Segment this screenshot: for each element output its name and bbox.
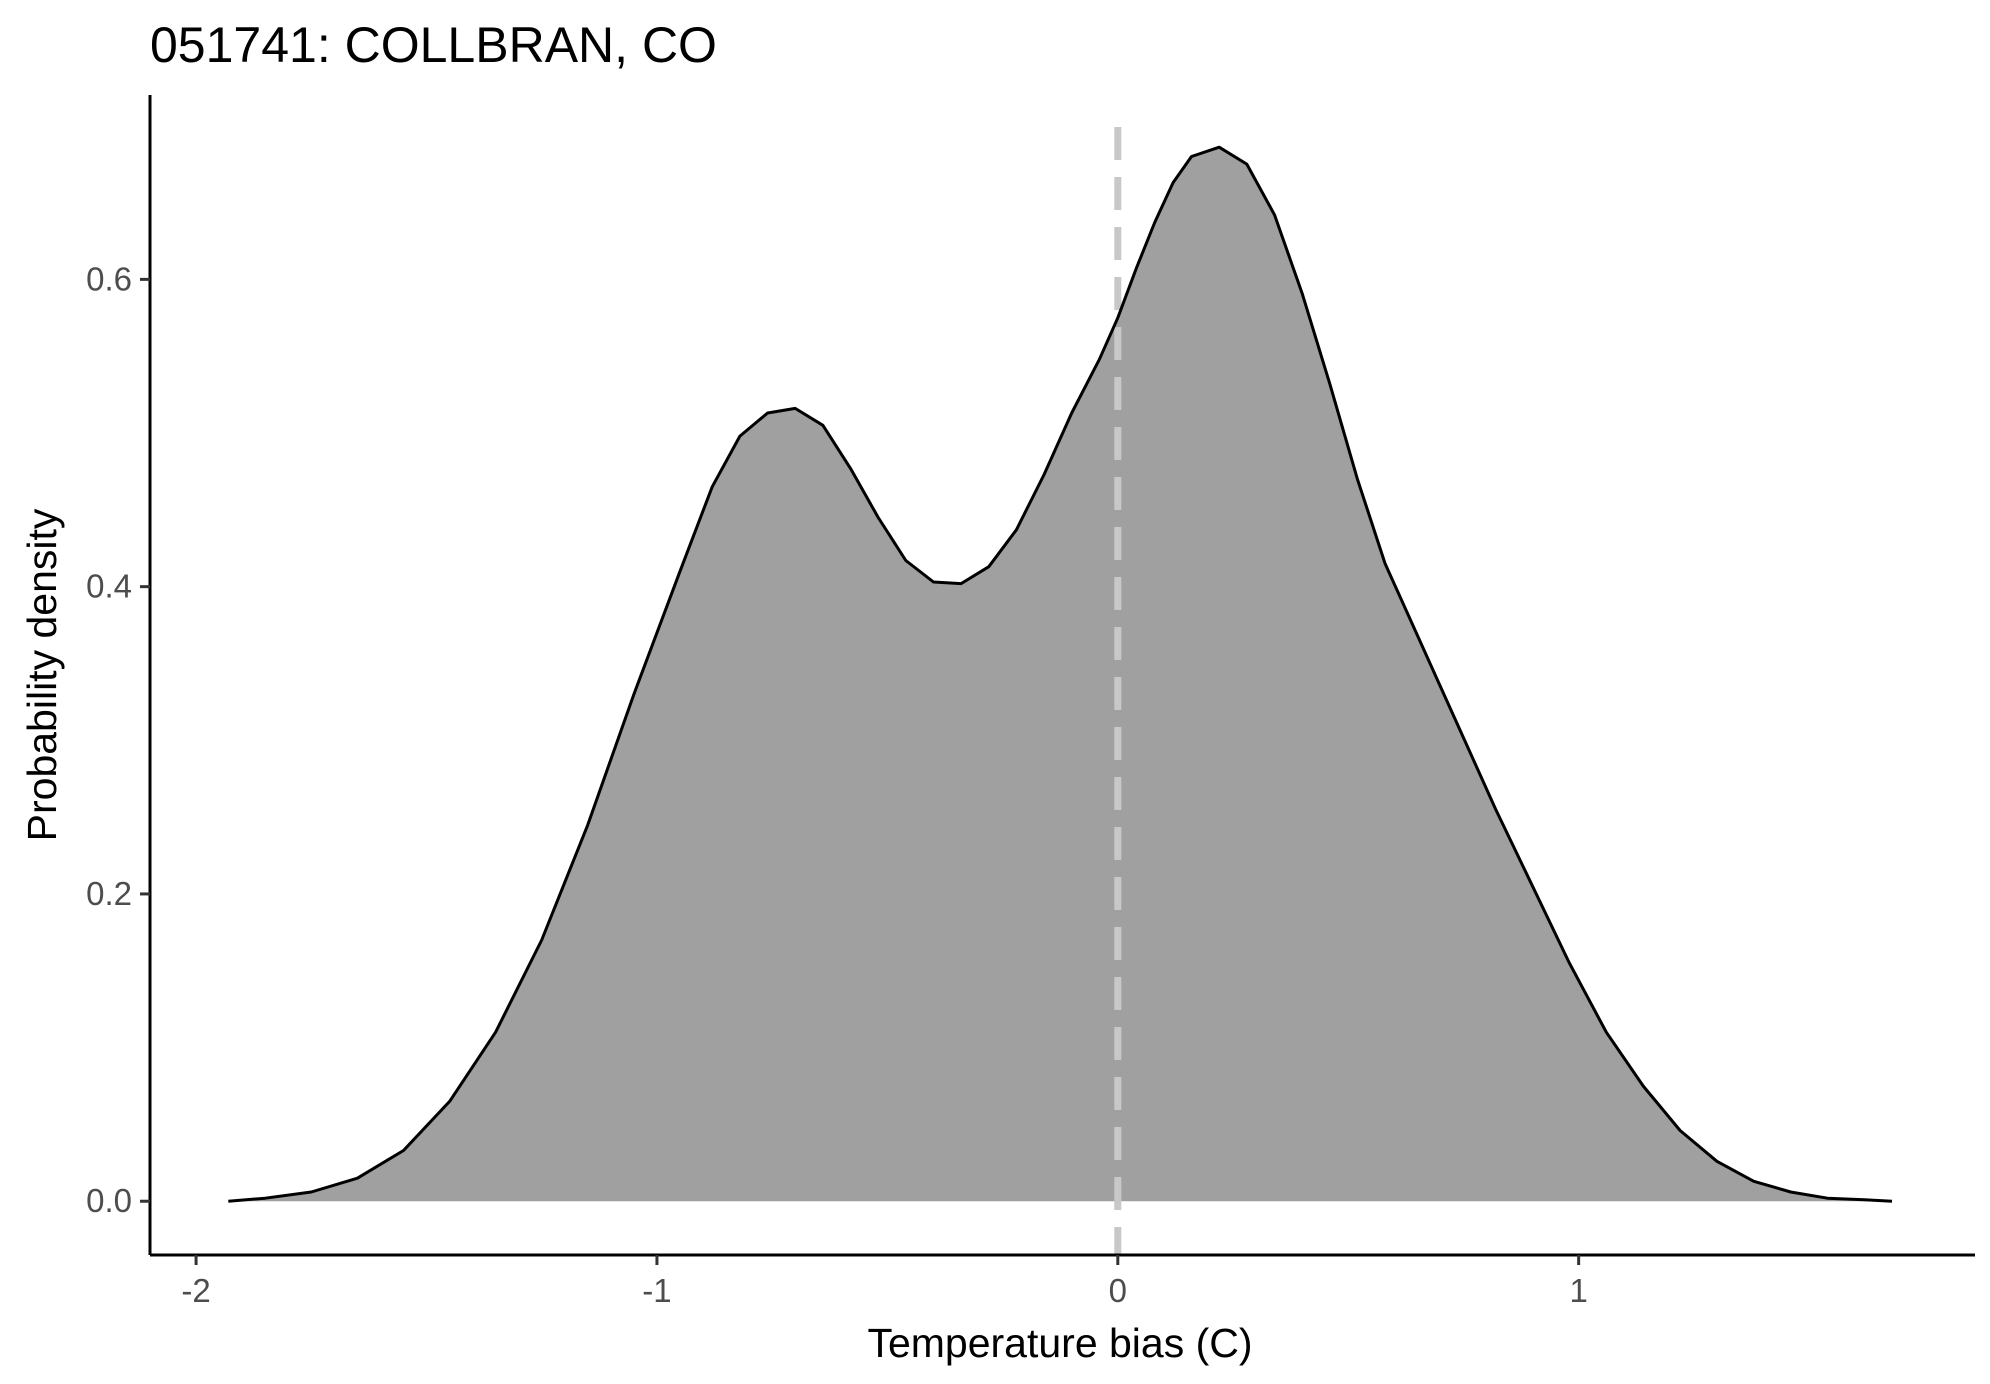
x-tick-label: 1 — [1569, 1272, 1587, 1309]
y-tick-label: 0.6 — [86, 260, 132, 297]
x-tick-label: 0 — [1109, 1272, 1127, 1309]
y-axis-title: Probability density — [19, 508, 65, 841]
y-tick-label: 0.0 — [86, 1182, 132, 1219]
density-line — [228, 145, 1893, 1203]
chart-title: 051741: COLLBRAN, CO — [150, 17, 717, 73]
x-tick-label: -2 — [181, 1272, 210, 1309]
plot-area — [228, 127, 1893, 1255]
axes: -2 -1 0 1 0.0 0.2 0.4 0.6 — [86, 95, 1975, 1309]
x-axis-title: Temperature bias (C) — [867, 1320, 1252, 1366]
density-area — [228, 147, 1892, 1202]
x-tick-label: -1 — [642, 1272, 671, 1309]
y-tick-label: 0.2 — [86, 875, 132, 912]
y-tick-label: 0.4 — [86, 568, 132, 605]
